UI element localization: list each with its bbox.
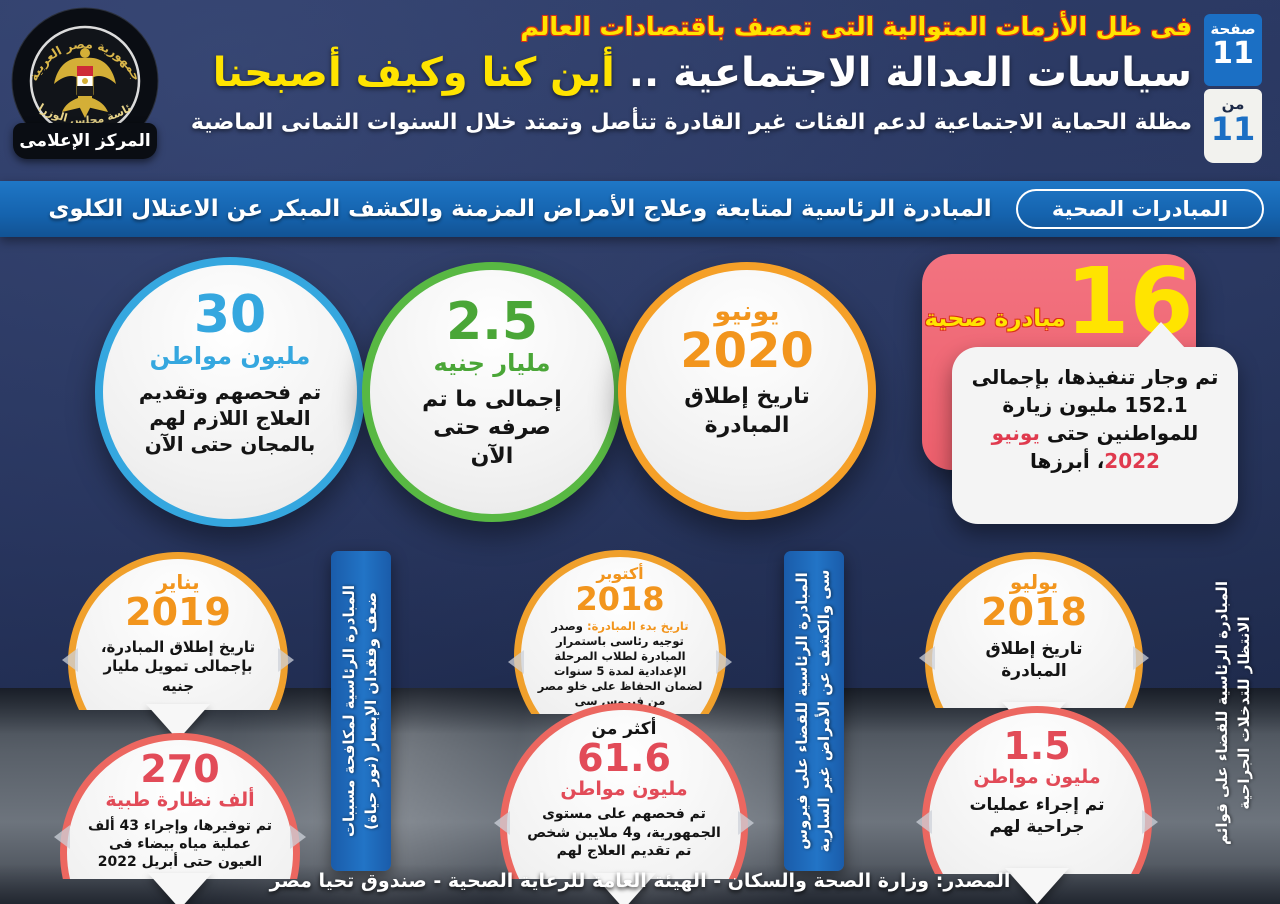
stat-screened-citizens: 30 مليون مواطن تم فحصهم وتقديم العلاج ال…	[95, 257, 365, 527]
left-chevron-icon	[494, 811, 510, 835]
left-chevron-icon	[508, 650, 524, 674]
initiative-label-virus-c: المبادرة الرئاسية للقضاء على فيروس سى وا…	[784, 551, 844, 871]
emblem-seal-icon: جمهورية مصر العربية رئاسة مجلس الوزراء	[6, 0, 159, 155]
vertical-label: المبادرة الرئاسية لمكافحة مسببات ضعف وفق…	[331, 551, 391, 871]
badge-month: يوليو	[1009, 570, 1059, 594]
bubble-pointer-icon	[1136, 322, 1186, 349]
tagline: فى ظل الأزمات المتوالية التى تعصف باقتصا…	[520, 12, 1192, 41]
detail-before: تم وجار تنفيذها، بإجمالى 152.1 مليون زيا…	[971, 365, 1219, 445]
right-chevron-icon	[290, 825, 306, 849]
stat-description: تاريخ إطلاق المبادرة	[684, 384, 810, 438]
vertical-label-line1: المبادرة الرئاسية لمكافحة مسببات	[340, 584, 359, 838]
section-banner: المبادرات الصحية المبادرة الرئاسية لمتاب…	[0, 181, 1280, 237]
right-chevron-icon	[1133, 646, 1149, 670]
badge-description: تم توفيرها، وإجراء 43 ألف عملية مياه بيض…	[87, 817, 273, 871]
stat-value: 30	[193, 285, 267, 345]
stat-value: 2.5	[445, 292, 539, 352]
badge-description-lead: تاريخ بدء المبادرة:	[586, 619, 689, 634]
vertical-label-line2: ضعف وفقدان الإبصار (نور حياة)	[362, 591, 380, 831]
stat-unit: مليار جنيه	[433, 349, 551, 377]
badge-unit: ألف نظارة طبية	[105, 788, 255, 811]
title-main: سياسات العدالة الاجتماعية ..	[614, 50, 1192, 96]
down-arrow-icon	[1005, 868, 1069, 904]
page-number-badge: صفحة 11 من 11	[1204, 14, 1262, 163]
detail-highlight: يونيو 2022	[991, 421, 1160, 473]
page-number: 11	[1212, 35, 1254, 71]
government-emblem-logo: جمهورية مصر العربية رئاسة مجلس الوزراء ا…	[6, 0, 160, 166]
badge-description-rest: وصدر توجيه رئاسى باستمرار المبادرة لطلاب…	[537, 619, 703, 708]
launch-badge-nour-hayah: يناير 2019 تاريخ إطلاق المبادرة، بإجمالى…	[62, 552, 294, 740]
vertical-label-line1: المبادرة الرئاسية للقضاء على فيروس	[793, 572, 812, 850]
badge-description: تم إجراء عمليات جراحية لهم	[969, 794, 1105, 837]
vertical-label: المبادرة الرئاسية للقضاء على فيروس سى وا…	[784, 551, 844, 871]
vertical-label-line2: الانتظار للتدخلات الجراحية	[1235, 616, 1253, 810]
stat-badge-surgeries: 1.5 مليون مواطن تم إجراء عمليات جراحية ل…	[916, 706, 1158, 904]
detail-after: ، أبرزها	[1030, 449, 1105, 473]
page-badge-total: من 11	[1204, 89, 1262, 163]
initiatives-detail-bubble: تم وجار تنفيذها، بإجمالى 152.1 مليون زيا…	[952, 322, 1238, 524]
vertical-label-line1: المبادرة الرئاسية للقضاء على قوائم	[1213, 581, 1232, 845]
section-category-pill: المبادرات الصحية	[1016, 189, 1264, 229]
page-title: سياسات العدالة الاجتماعية .. أين كنا وكي…	[213, 50, 1192, 96]
title-accent: أين كنا وكيف أصبحنا	[212, 50, 615, 96]
right-chevron-icon	[278, 648, 294, 672]
stat-description: تم فحصهم وتقديم العلاج اللازم لهم بالمجا…	[138, 379, 322, 456]
stat-total-spending: 2.5 مليار جنيه إجمالى ما تم صرفه حتى الآ…	[362, 262, 622, 522]
initiative-label-nour-hayah: المبادرة الرئاسية لمكافحة مسببات ضعف وفق…	[331, 551, 391, 871]
badge-year: 2018	[575, 579, 665, 618]
logo-ribbon: المركز الإعلامى	[13, 123, 157, 159]
badge-unit: مليون مواطن	[560, 777, 688, 800]
badge-description: تاريخ إطلاق المبادرة	[985, 638, 1083, 681]
badge-unit: مليون مواطن	[973, 765, 1101, 788]
section-banner-title: المبادرة الرئاسية لمتابعة وعلاج الأمراض …	[48, 196, 992, 222]
right-chevron-icon	[1142, 810, 1158, 834]
badge-description: تم فحصهم على مستوى الجمهورية، و4 ملايين …	[527, 806, 721, 859]
right-chevron-icon	[716, 650, 732, 674]
initiatives-unit: مبادرة صحية	[924, 306, 1066, 332]
launch-year: 2020	[680, 323, 814, 380]
stat-badge-glasses: 270 ألف نظارة طبية تم توفيرها، وإجراء 43…	[54, 733, 306, 904]
badge-year: 2019	[125, 590, 231, 634]
initiative-label-waiting-lists: المبادرة الرئاسية للقضاء على قوائم الانت…	[1204, 548, 1264, 878]
badge-year: 2018	[981, 590, 1087, 634]
badge-description: تاريخ إطلاق المبادرة، بإجمالى تمويل مليا…	[100, 637, 256, 695]
source-line: المصدر: وزارة الصحة والسكان - الهيئة الع…	[269, 870, 1011, 892]
vertical-label: المبادرة الرئاسية للقضاء على قوائم الانت…	[1204, 548, 1264, 878]
launch-month: يونيو	[714, 296, 780, 327]
vertical-label-line2: سى والكشف عن الأمراض غير السارية	[815, 569, 833, 853]
badge-value: 61.6	[577, 735, 671, 780]
left-chevron-icon	[54, 825, 70, 849]
left-chevron-icon	[62, 648, 78, 672]
stat-badge-screened-citizens: أكثر من 61.6 مليون مواطن تم فحصهم على مس…	[494, 703, 754, 904]
badge-prefix: أكثر من	[591, 719, 657, 739]
badge-month: يناير	[156, 570, 200, 594]
of-label: من	[1221, 95, 1245, 113]
left-chevron-icon	[919, 646, 935, 670]
total-pages: 11	[1210, 109, 1256, 148]
page-label: صفحة	[1210, 20, 1256, 38]
stat-unit: مليون مواطن	[149, 342, 311, 370]
launch-badge-virus-c: أكتوبر 2018 تاريخ بدء المبادرة: وصدر توج…	[508, 550, 732, 744]
badge-value: 1.5	[1003, 724, 1071, 768]
down-arrow-icon	[592, 873, 656, 904]
badge-description: تاريخ بدء المبادرة: وصدر توجيه رئاسى باس…	[521, 619, 719, 709]
badge-month: أكتوبر	[596, 564, 644, 583]
launch-badge-waiting-lists: يوليو 2018 تاريخ إطلاق المبادرة	[919, 552, 1149, 738]
stat-description: إجمالى ما تم صرفه حتى الآن	[422, 386, 562, 469]
subtitle: مظلة الحماية الاجتماعية لدعم الفئات غير …	[190, 110, 1192, 135]
left-chevron-icon	[916, 810, 932, 834]
badge-value: 270	[140, 747, 220, 791]
stat-launch-date: يونيو 2020 تاريخ إطلاق المبادرة	[618, 262, 876, 520]
page-badge-current: صفحة 11	[1204, 14, 1262, 86]
right-chevron-icon	[738, 811, 754, 835]
down-arrow-icon	[148, 873, 212, 904]
initiatives-detail-text: تم وجار تنفيذها، بإجمالى 152.1 مليون زيا…	[952, 347, 1238, 491]
flag-shield-icon	[76, 65, 94, 97]
